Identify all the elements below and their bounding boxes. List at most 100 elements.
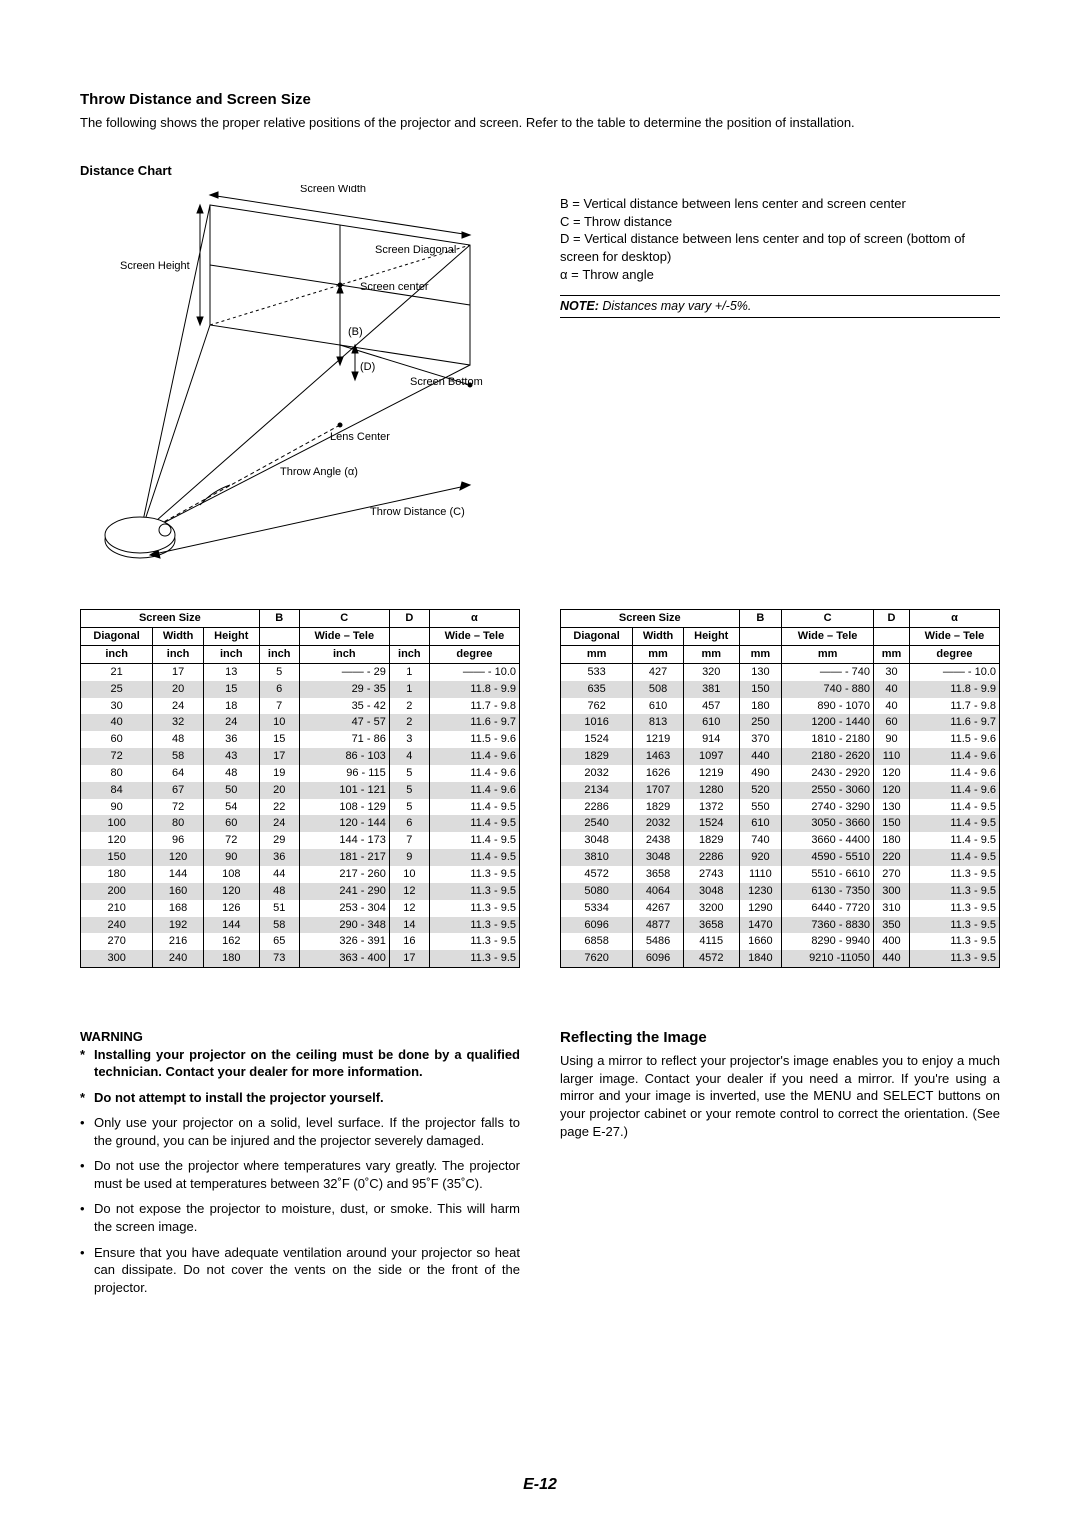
table-row: 2032162612194902430 - 292012011.4 - 9.6 (561, 765, 1000, 782)
lbl-d: (D) (360, 361, 375, 373)
th-wide-tele-c-mm: Wide – Tele (782, 628, 874, 646)
warning-list: Installing your projector on the ceiling… (80, 1046, 520, 1297)
table-row: 24019214458290 - 3481411.3 - 9.5 (81, 917, 520, 934)
warning-item: Only use your projector on a solid, leve… (80, 1114, 520, 1149)
th-height-mm: Height (683, 628, 739, 646)
table-row: 4032241047 - 57211.6 - 9.7 (81, 714, 520, 731)
th-b-mm: B (739, 610, 782, 628)
table-row: 762610457180890 - 10704011.7 - 9.8 (561, 698, 1000, 715)
th-wide-tele-c: Wide – Tele (299, 628, 389, 646)
table-inch: Screen Size B C D α Diagonal Width Heigh… (80, 609, 520, 968)
u-degree-mm: degree (909, 646, 999, 664)
table-row: 1829146310974402180 - 262011011.4 - 9.6 (561, 748, 1000, 765)
th-b: B (259, 610, 299, 628)
table-row: 2134170712805202550 - 306012011.4 - 9.6 (561, 782, 1000, 799)
lbl-throw-angle: Throw Angle (α) (280, 466, 358, 478)
u-inch-3: inch (203, 646, 259, 664)
legend-c: C = Throw distance (560, 213, 1000, 231)
th-c: C (299, 610, 389, 628)
lbl-lens-center: Lens Center (330, 431, 390, 443)
warning-item: Do not attempt to install the projector … (80, 1089, 520, 1107)
u-mm-5: mm (782, 646, 874, 664)
th-screen-size: Screen Size (81, 610, 260, 628)
table-row: 21016812651253 - 3041211.3 - 9.5 (81, 900, 520, 917)
lbl-b: (B) (348, 326, 363, 338)
warning-item: Do not expose the projector to moisture,… (80, 1200, 520, 1235)
table-row: 252015629 - 35111.8 - 9.9 (81, 681, 520, 698)
table-row: 302418735 - 42211.7 - 9.8 (81, 698, 520, 715)
th-wide-tele-a: Wide – Tele (429, 628, 519, 646)
table-row: 2540203215246103050 - 366015011.4 - 9.5 (561, 815, 1000, 832)
table-row: 53344267320012906440 - 772031011.3 - 9.5 (561, 900, 1000, 917)
table-row: 60964877365814707360 - 883035011.3 - 9.5 (561, 917, 1000, 934)
table-row: 8064481996 - 115511.4 - 9.6 (81, 765, 520, 782)
table-row: 90725422108 - 129511.4 - 9.5 (81, 799, 520, 816)
table-row: 6048361571 - 86311.5 - 9.6 (81, 731, 520, 748)
th-d: D (389, 610, 429, 628)
lbl-screen-center: Screen center (360, 281, 429, 293)
lbl-screen-height: Screen Height (120, 260, 190, 272)
table-row: 20016012048241 - 2901211.3 - 9.5 (81, 883, 520, 900)
distance-chart-label: Distance Chart (80, 162, 1000, 180)
table-row: 7258431786 - 103411.4 - 9.6 (81, 748, 520, 765)
legend-d: D = Vertical distance between lens cente… (560, 230, 1000, 265)
lbl-screen-diagonal: Screen Diagonal (375, 244, 456, 256)
reflect-title: Reflecting the Image (560, 1028, 1000, 1048)
table-row: 30024018073363 - 4001711.3 - 9.5 (81, 950, 520, 967)
table-row: 45723658274311105510 - 661027011.3 - 9.5 (561, 866, 1000, 883)
th-diagonal: Diagonal (81, 628, 153, 646)
u-degree: degree (429, 646, 519, 664)
u-mm-4: mm (739, 646, 782, 664)
th-diagonal-mm: Diagonal (561, 628, 633, 646)
th-c-mm: C (782, 610, 874, 628)
th-width-mm: Width (633, 628, 684, 646)
table-row: 27021616265326 - 3911611.3 - 9.5 (81, 933, 520, 950)
legend: B = Vertical distance between lens cente… (560, 195, 1000, 283)
reflect-body: Using a mirror to reflect your projector… (560, 1052, 1000, 1140)
legend-b: B = Vertical distance between lens cente… (560, 195, 1000, 213)
table-row: 152412199143701810 - 21809011.5 - 9.6 (561, 731, 1000, 748)
u-inch-6: inch (389, 646, 429, 664)
distance-diagram: Screen Width Screen Diagonal Screen Heig… (80, 185, 520, 585)
lbl-screen-width: Screen Width (300, 185, 366, 195)
u-inch-4: inch (259, 646, 299, 664)
u-mm-2: mm (633, 646, 684, 664)
table-row: 120967229144 - 173711.4 - 9.5 (81, 832, 520, 849)
u-mm-6: mm (874, 646, 910, 664)
table-row: 1501209036181 - 217911.4 - 9.5 (81, 849, 520, 866)
table-row: 50804064304812306130 - 735030011.3 - 9.5 (561, 883, 1000, 900)
table-row: 3048243818297403660 - 440018011.4 - 9.5 (561, 832, 1000, 849)
intro-text: The following shows the proper relative … (80, 114, 1000, 132)
warning-item: Installing your projector on the ceiling… (80, 1046, 520, 1081)
th-alpha: α (429, 610, 519, 628)
u-mm-1: mm (561, 646, 633, 664)
table-row: 10168136102501200 - 14406011.6 - 9.7 (561, 714, 1000, 731)
table-row: 18014410844217 - 2601011.3 - 9.5 (81, 866, 520, 883)
note-label: NOTE: (560, 299, 599, 313)
table-row: 635508381150740 - 8804011.8 - 9.9 (561, 681, 1000, 698)
lbl-throw-distance: Throw Distance (C) (370, 506, 465, 518)
u-inch-2: inch (153, 646, 204, 664)
th-alpha-mm: α (909, 610, 999, 628)
warning-title: WARNING (80, 1028, 520, 1046)
table-row: 100806024120 - 144611.4 - 9.5 (81, 815, 520, 832)
table-row: 3810304822869204590 - 551022011.4 - 9.5 (561, 849, 1000, 866)
table-mm: Screen Size B C D α Diagonal Width Heigh… (560, 609, 1000, 968)
note-text: Distances may vary +/-5%. (602, 299, 751, 313)
table-row: 76206096457218409210 -1105044011.3 - 9.5 (561, 950, 1000, 967)
warning-item: Do not use the projector where temperatu… (80, 1157, 520, 1192)
u-inch-1: inch (81, 646, 153, 664)
table-row: 68585486411516608290 - 994040011.3 - 9.5 (561, 933, 1000, 950)
th-wide-tele-a-mm: Wide – Tele (909, 628, 999, 646)
lbl-screen-bottom: Screen Bottom (410, 376, 483, 388)
note-box: NOTE: Distances may vary +/-5%. (560, 295, 1000, 318)
table-row: 533427320130—— - 74030—— - 10.0 (561, 663, 1000, 680)
table-row: 2286182913725502740 - 329013011.4 - 9.5 (561, 799, 1000, 816)
table-row: 84675020101 - 121511.4 - 9.6 (81, 782, 520, 799)
th-d-mm: D (874, 610, 910, 628)
page-number: E-12 (0, 1474, 1080, 1496)
th-width: Width (153, 628, 204, 646)
th-height: Height (203, 628, 259, 646)
u-inch-5: inch (299, 646, 389, 664)
legend-alpha: α = Throw angle (560, 266, 1000, 284)
